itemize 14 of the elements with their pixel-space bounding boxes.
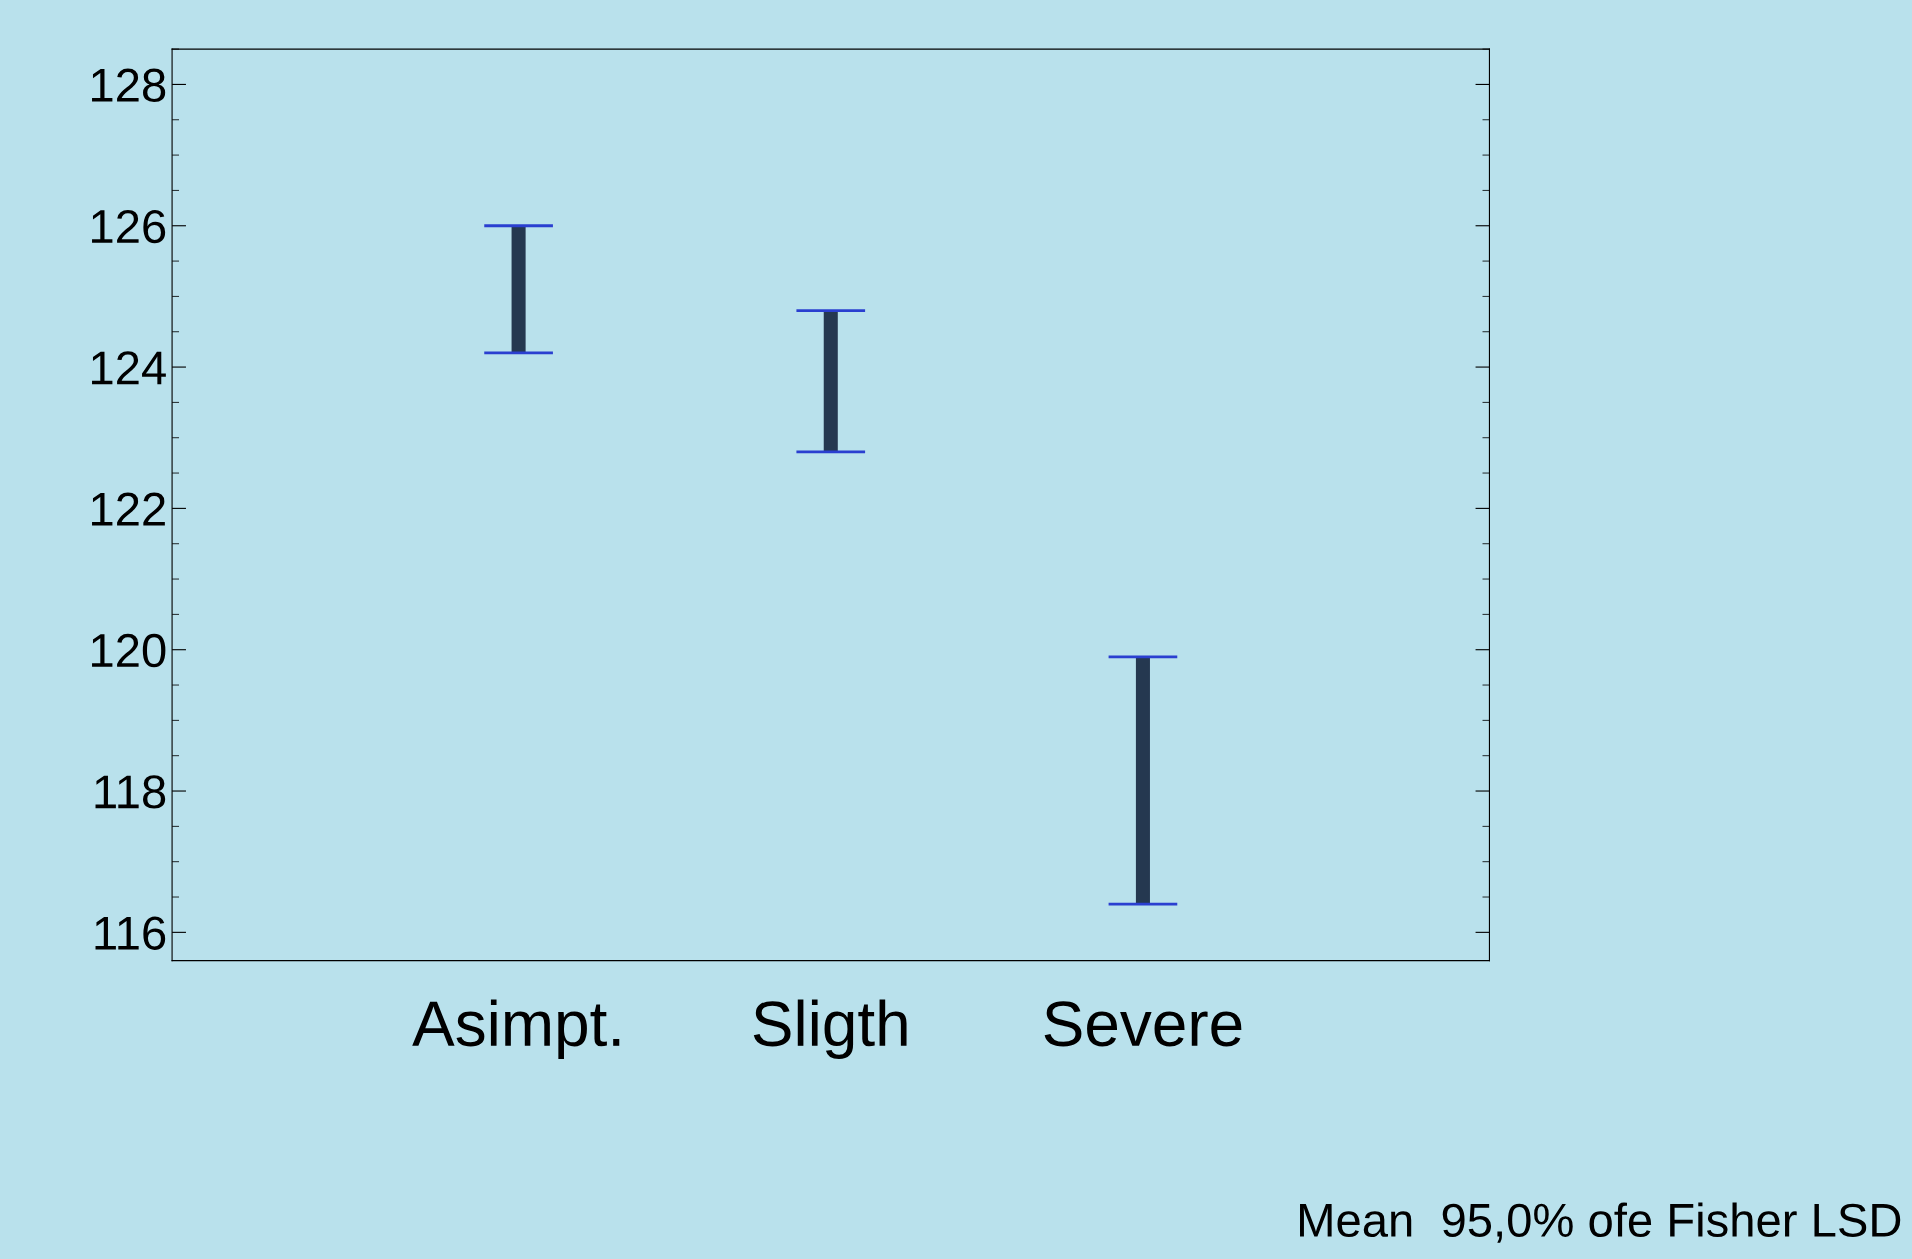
y-tick-label: 116 [95,916,166,950]
y-tick-label: 120 [92,633,166,668]
y-tick-label: 124 [92,351,166,385]
x-tick-label: Severe [1044,1001,1242,1047]
y-tick-label: 122 [92,492,165,526]
y-tick-label: 126 [92,209,166,244]
bar [1135,656,1150,905]
text: Mean 95,0% ofe Fisher LSD [1300,1202,1901,1243]
x-tick-label: Asimpt. [412,999,620,1060]
y-tick-label: 118 [95,775,166,809]
y-tick-label: 128 [92,68,166,103]
x-tick-label: Sligth [753,999,907,1060]
bar [823,310,838,452]
bar [511,225,526,353]
